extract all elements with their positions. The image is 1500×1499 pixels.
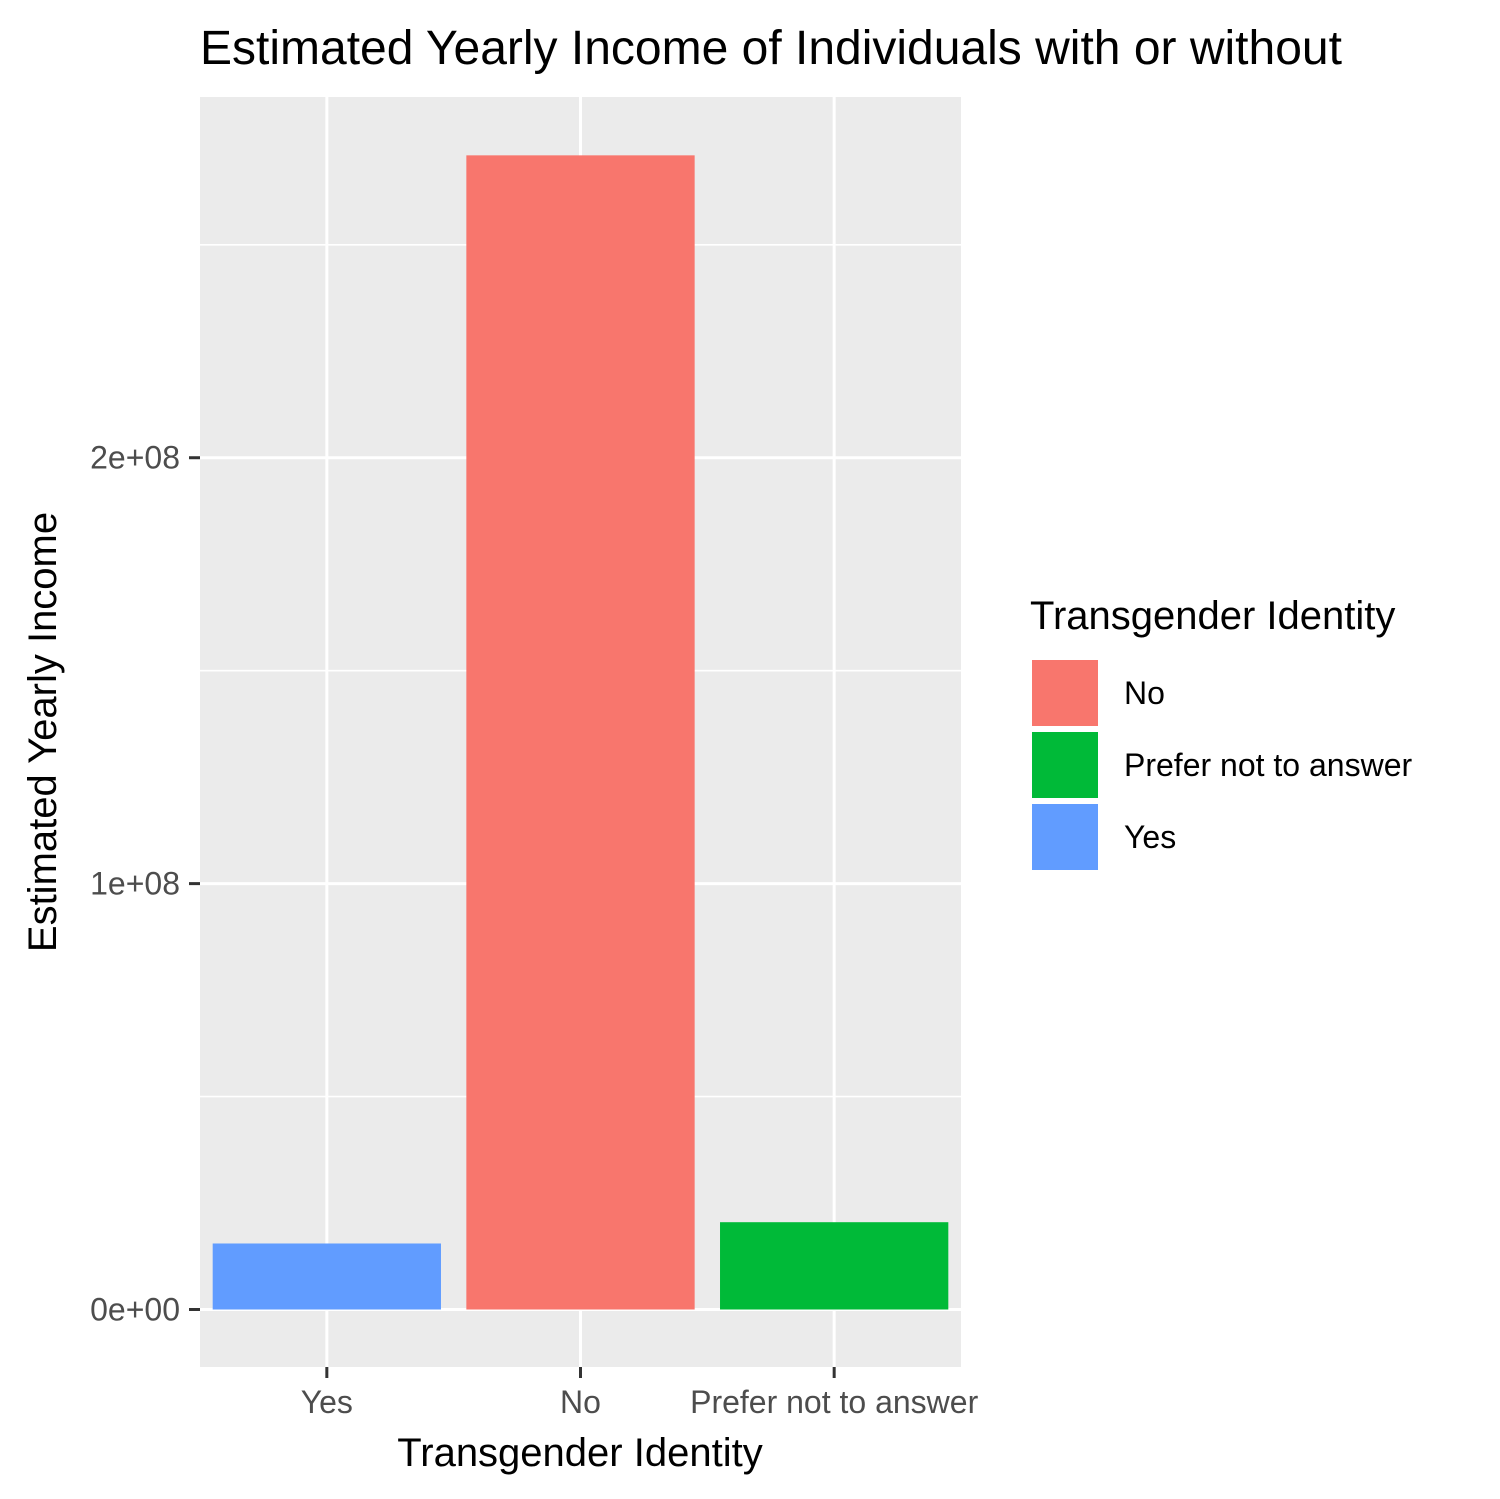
- y-axis: 0e+00 1e+08 2e+08: [90, 440, 200, 1328]
- x-axis-title: Transgender Identity: [397, 1431, 762, 1475]
- legend: Transgender Identity No Prefer not to ans…: [1030, 594, 1412, 872]
- legend-label: No: [1124, 675, 1165, 711]
- x-axis: Yes No Prefer not to answer: [301, 1367, 979, 1420]
- x-tick-label: Yes: [301, 1384, 353, 1420]
- y-tick-label: 2e+08: [90, 440, 180, 476]
- legend-swatch: [1032, 804, 1098, 870]
- y-axis-title: Estimated Yearly Income: [21, 512, 65, 952]
- bar-prefer-not-to-answer: [720, 1222, 949, 1310]
- chart-title: Estimated Yearly Income of Individuals w…: [200, 22, 1342, 75]
- x-tick-label: Prefer not to answer: [690, 1384, 978, 1420]
- legend-swatch: [1032, 732, 1098, 798]
- x-tick-label: No: [560, 1384, 601, 1420]
- legend-label: Yes: [1124, 819, 1176, 855]
- bars: [212, 155, 949, 1310]
- legend-label: Prefer not to answer: [1124, 747, 1412, 783]
- legend-title: Transgender Identity: [1030, 594, 1395, 638]
- y-tick-label: 1e+08: [90, 866, 180, 902]
- bar-no: [466, 155, 695, 1310]
- legend-swatch: [1032, 660, 1098, 726]
- bar-yes: [212, 1243, 441, 1310]
- y-tick-label: 0e+00: [90, 1292, 180, 1328]
